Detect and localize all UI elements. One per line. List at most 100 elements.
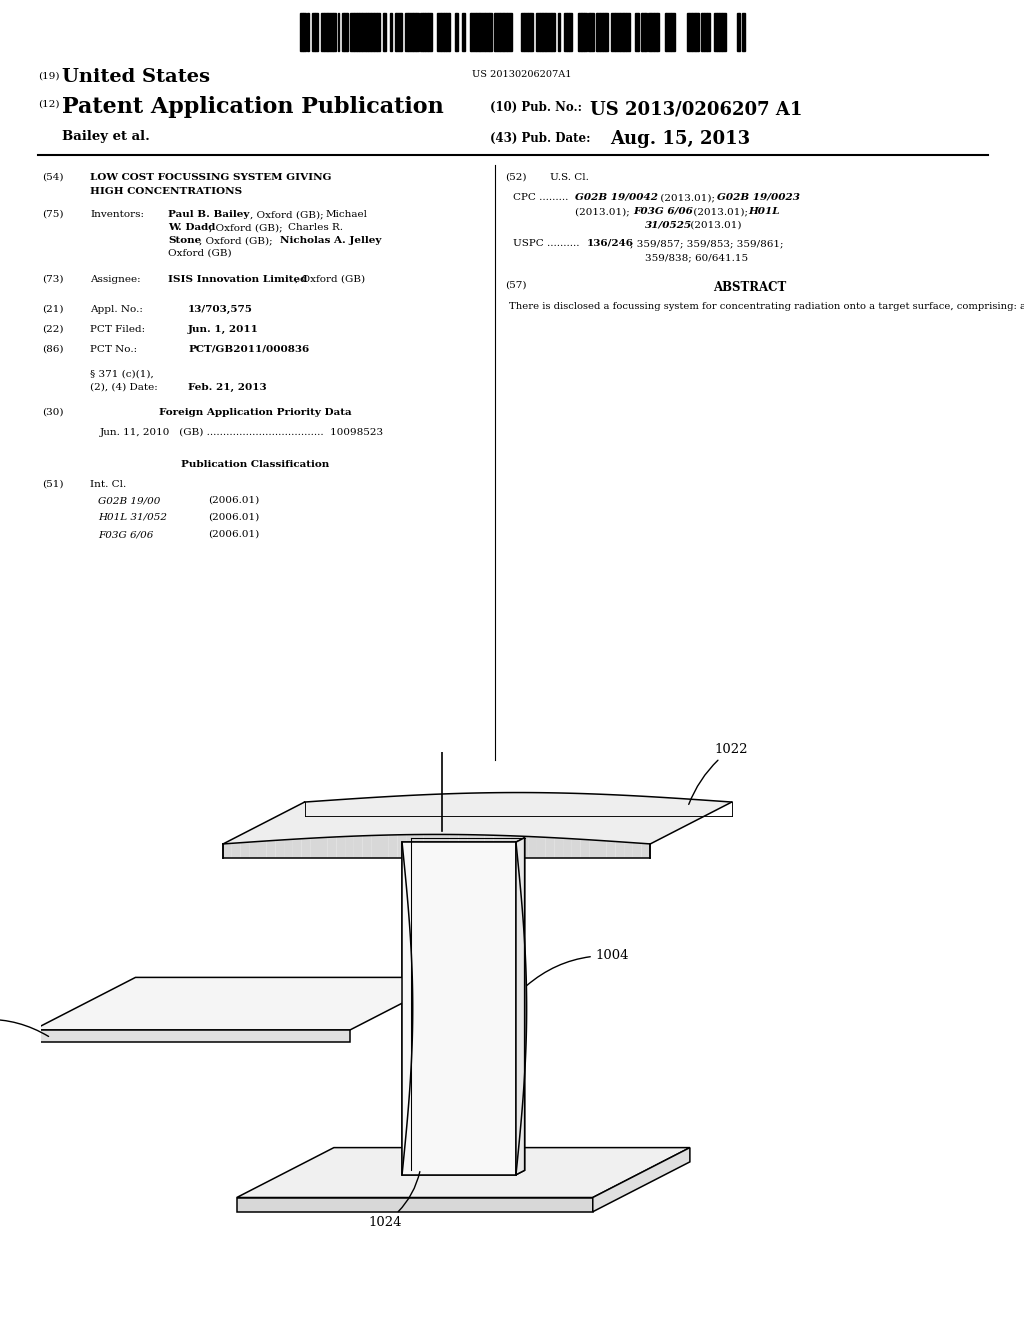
Polygon shape xyxy=(310,838,318,858)
Polygon shape xyxy=(476,834,484,858)
Text: H01L: H01L xyxy=(748,207,779,216)
Bar xyxy=(689,13,692,50)
Text: Michael: Michael xyxy=(326,210,368,219)
Text: There is disclosed a focussing system for concentrating radiation onto a target : There is disclosed a focussing system fo… xyxy=(509,302,1024,310)
Bar xyxy=(312,13,315,50)
Bar xyxy=(384,13,386,50)
Bar xyxy=(504,13,507,50)
Polygon shape xyxy=(589,840,598,858)
Polygon shape xyxy=(318,837,328,858)
Text: CPC .........: CPC ......... xyxy=(513,193,571,202)
Polygon shape xyxy=(571,838,581,858)
Polygon shape xyxy=(249,842,258,858)
Text: PCT/GB2011/000836: PCT/GB2011/000836 xyxy=(188,345,309,354)
Polygon shape xyxy=(402,842,516,1175)
Bar xyxy=(625,13,626,50)
Text: USPC ..........: USPC .......... xyxy=(513,239,583,248)
Bar xyxy=(589,13,590,50)
Bar xyxy=(558,13,560,50)
Polygon shape xyxy=(581,840,589,858)
Polygon shape xyxy=(328,837,337,858)
Text: Bailey et al.: Bailey et al. xyxy=(62,129,150,143)
Polygon shape xyxy=(402,842,516,1175)
Text: Appl. No.:: Appl. No.: xyxy=(90,305,143,314)
Bar xyxy=(584,13,587,50)
Text: PCT No.:: PCT No.: xyxy=(90,345,137,354)
Bar xyxy=(343,13,346,50)
Bar xyxy=(413,13,416,50)
Bar xyxy=(470,13,471,50)
Text: (10) Pub. No.:: (10) Pub. No.: xyxy=(490,102,582,114)
Text: (12): (12) xyxy=(38,100,59,110)
Bar xyxy=(529,13,531,50)
Text: (52): (52) xyxy=(505,173,526,182)
Text: ABSTRACT: ABSTRACT xyxy=(714,281,786,294)
Text: ; 359/857; 359/853; 359/861;: ; 359/857; 359/853; 359/861; xyxy=(630,239,783,248)
Polygon shape xyxy=(516,838,524,1175)
Bar xyxy=(521,13,523,50)
Bar xyxy=(428,13,432,50)
Text: Charles R.: Charles R. xyxy=(288,223,343,232)
Polygon shape xyxy=(537,837,546,858)
Bar xyxy=(642,13,645,50)
Bar xyxy=(400,13,402,50)
Bar xyxy=(702,13,703,50)
Bar xyxy=(368,13,371,50)
Bar xyxy=(507,13,512,50)
Text: Patent Application Publication: Patent Application Publication xyxy=(62,96,443,117)
Bar xyxy=(544,13,545,50)
Bar xyxy=(496,13,500,50)
Text: Inventors:: Inventors: xyxy=(90,210,144,219)
Bar xyxy=(349,13,354,50)
Bar xyxy=(346,13,348,50)
Bar xyxy=(615,13,620,50)
Text: Paul B. Bailey: Paul B. Bailey xyxy=(168,210,250,219)
Bar xyxy=(436,13,441,50)
Text: (2), (4) Date:: (2), (4) Date: xyxy=(90,383,158,392)
Bar xyxy=(671,13,676,50)
Bar xyxy=(605,13,606,50)
Text: (86): (86) xyxy=(42,345,63,354)
Text: (2013.01): (2013.01) xyxy=(687,220,741,230)
Bar xyxy=(554,13,555,50)
Bar xyxy=(606,13,608,50)
Bar xyxy=(654,13,657,50)
Polygon shape xyxy=(237,1197,593,1212)
Polygon shape xyxy=(223,792,732,843)
Bar xyxy=(494,13,496,50)
Text: US 2013/0206207 A1: US 2013/0206207 A1 xyxy=(590,102,803,119)
Bar xyxy=(361,13,366,50)
Text: F03G 6/06: F03G 6/06 xyxy=(633,207,693,216)
Polygon shape xyxy=(606,841,615,858)
Bar xyxy=(478,13,480,50)
Bar xyxy=(394,13,396,50)
Bar xyxy=(366,13,368,50)
Polygon shape xyxy=(494,836,502,858)
Bar xyxy=(406,13,409,50)
Bar xyxy=(449,13,451,50)
Bar xyxy=(542,13,544,50)
Bar xyxy=(635,13,638,50)
Text: (57): (57) xyxy=(505,281,526,290)
Polygon shape xyxy=(511,836,519,858)
Bar xyxy=(303,13,306,50)
Bar xyxy=(603,13,605,50)
Text: (22): (22) xyxy=(42,325,63,334)
Text: (51): (51) xyxy=(42,480,63,488)
Text: (43) Pub. Date:: (43) Pub. Date: xyxy=(490,132,591,145)
Polygon shape xyxy=(624,842,633,858)
Polygon shape xyxy=(633,842,642,858)
Text: (73): (73) xyxy=(42,275,63,284)
Polygon shape xyxy=(593,1147,690,1212)
Text: (2013.01);: (2013.01); xyxy=(657,193,718,202)
Polygon shape xyxy=(231,842,241,858)
Bar xyxy=(409,13,413,50)
Polygon shape xyxy=(642,843,650,858)
Bar xyxy=(342,13,343,50)
Polygon shape xyxy=(554,838,563,858)
Bar xyxy=(374,13,377,50)
Bar xyxy=(580,13,581,50)
Text: Jun. 11, 2010   (GB) ....................................  10098523: Jun. 11, 2010 (GB) .....................… xyxy=(100,428,384,437)
Polygon shape xyxy=(354,836,362,858)
Bar xyxy=(545,13,546,50)
